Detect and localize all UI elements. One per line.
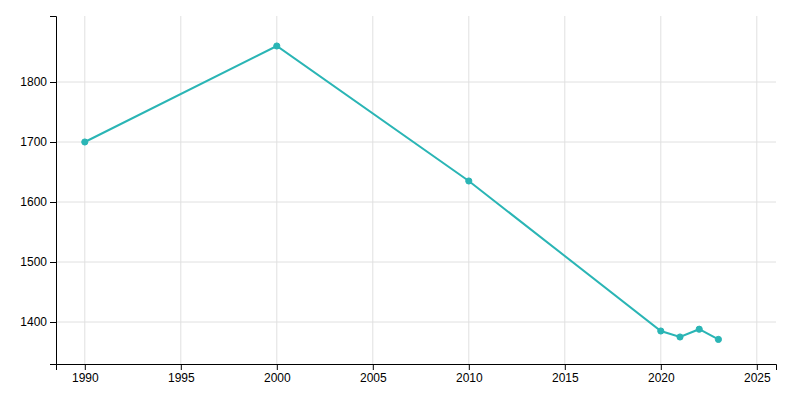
grid-line-y <box>56 322 776 323</box>
x-tick-label: 1995 <box>168 371 195 385</box>
x-tick-label: 2020 <box>648 371 675 385</box>
grid-line-x <box>756 16 757 364</box>
y-tick-mark <box>50 322 56 323</box>
y-tick: 1800 <box>20 75 56 89</box>
grid-line-x <box>468 16 469 364</box>
y-tick-label: 1800 <box>20 75 47 89</box>
y-tick-label: 1600 <box>20 195 47 209</box>
grid-line-y <box>56 82 776 83</box>
x-axis-line <box>57 365 777 371</box>
series <box>82 43 722 343</box>
x-tick-mark <box>373 364 374 370</box>
x-tick-label: 2010 <box>456 371 483 385</box>
x-tick-label: 2005 <box>360 371 387 385</box>
x-tick-mark <box>469 364 470 370</box>
x-tick: 2005 <box>360 364 387 385</box>
x-axis: 1990 1995 2000 2005 2010 2015 2020 2025 <box>57 364 777 385</box>
x-tick: 2000 <box>264 364 291 385</box>
grid-line-x <box>372 16 373 364</box>
y-tick-mark <box>50 82 56 83</box>
marker <box>82 139 88 145</box>
y-tick: 1500 <box>20 255 56 269</box>
x-tick-mark <box>85 364 86 370</box>
y-tick-mark <box>50 262 56 263</box>
x-tick-mark <box>565 364 566 370</box>
x-tick: 2025 <box>744 364 771 385</box>
grid-line-x <box>84 16 85 364</box>
x-tick-mark <box>277 364 278 370</box>
x-tick: 2015 <box>552 364 579 385</box>
y-tick-mark <box>50 142 56 143</box>
chart: 1990 1995 2000 2005 2010 2015 2020 2025 1400 1500… <box>0 0 800 400</box>
y-axis-line <box>50 17 57 365</box>
marker <box>274 43 280 49</box>
x-tick-label: 2025 <box>744 371 771 385</box>
x-tick-mark <box>661 364 662 370</box>
y-tick-label: 1500 <box>20 255 47 269</box>
marker <box>466 178 472 184</box>
grid-line-x <box>276 16 277 364</box>
y-tick: 1400 <box>20 315 56 329</box>
x-tick: 1990 <box>72 364 99 385</box>
y-tick: 1600 <box>20 195 56 209</box>
plot: 1990 1995 2000 2005 2010 2015 2020 2025 1400 1500… <box>20 16 776 385</box>
grid-line-x <box>564 16 565 364</box>
x-tick-mark <box>181 364 182 370</box>
marker <box>658 328 664 334</box>
line <box>85 46 719 339</box>
grid-line-y <box>56 142 776 143</box>
marker <box>677 334 683 340</box>
x-tick-label: 2000 <box>264 371 291 385</box>
grid-line-y <box>56 262 776 263</box>
y-axis: 1400 1500 1600 1700 1800 <box>20 17 56 365</box>
y-tick-label: 1400 <box>20 315 47 329</box>
y-tick: 1700 <box>20 135 56 149</box>
y-tick-mark <box>50 202 56 203</box>
grid-line-x <box>180 16 181 364</box>
x-tick: 1995 <box>168 364 195 385</box>
x-tick: 2010 <box>456 364 483 385</box>
y-tick-label: 1700 <box>20 135 47 149</box>
x-tick-label: 1990 <box>72 371 99 385</box>
marker <box>715 336 721 342</box>
x-tick-mark <box>757 364 758 370</box>
grid-line-x <box>660 16 661 364</box>
x-tick-label: 2015 <box>552 371 579 385</box>
marker <box>696 326 702 332</box>
x-tick: 2020 <box>648 364 675 385</box>
grid <box>56 16 776 364</box>
grid-line-y <box>56 202 776 203</box>
